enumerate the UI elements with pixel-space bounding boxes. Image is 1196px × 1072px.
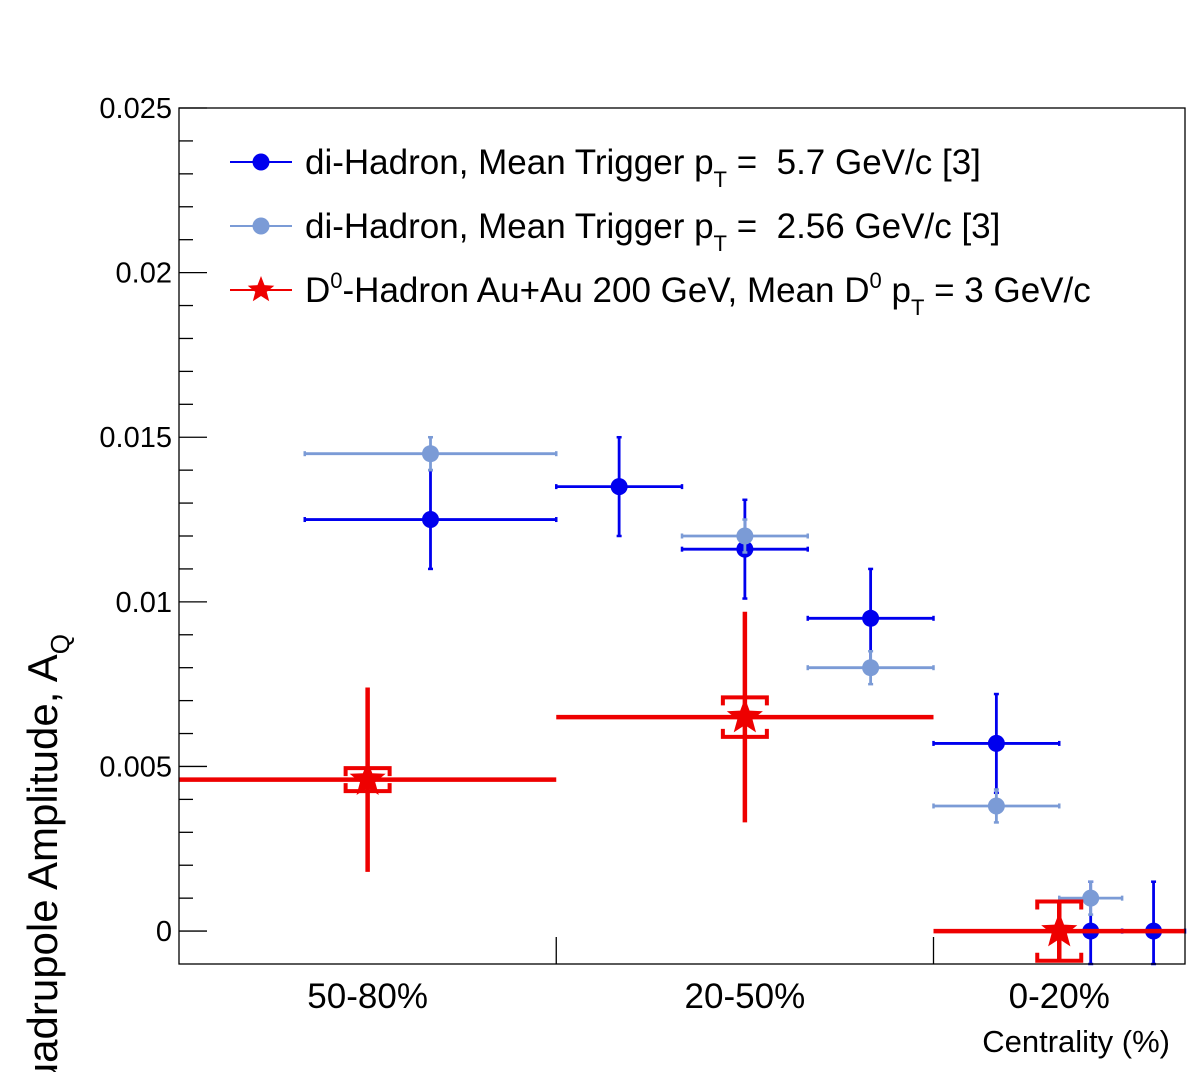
y-tick-label: 0.015 bbox=[99, 422, 172, 454]
circle-marker bbox=[1082, 889, 1100, 907]
y-tick-label: 0.02 bbox=[116, 258, 172, 290]
axes bbox=[178, 107, 1186, 965]
series-0-point-6 bbox=[1120, 880, 1187, 966]
systematic-bracket-bottom bbox=[720, 728, 769, 739]
legend-circle-icon bbox=[252, 153, 270, 171]
legend-sub2: T bbox=[911, 295, 924, 320]
y-tick-label: 0 bbox=[156, 916, 172, 948]
legend-mid: -Hadron Au+Au 200 GeV, Mean D bbox=[343, 271, 870, 310]
legend-sup2: 0 bbox=[870, 268, 882, 293]
legend-mid: = 2.56 GeV/c [3] bbox=[727, 207, 1000, 246]
legend-entry-1: di-Hadron, Mean Trigger pT = 2.56 GeV/c … bbox=[230, 207, 1000, 256]
legend-pre: di-Hadron, Mean Trigger p bbox=[305, 143, 714, 182]
legend-label: di-Hadron, Mean Trigger pT = 5.7 GeV/c [… bbox=[305, 143, 981, 192]
axis-labels: 0 0.005 0.01 0.015 0.02 0.025 50-80% 20-50% 0-20… bbox=[19, 93, 1170, 1072]
series-0-point-4 bbox=[932, 692, 1061, 795]
circle-marker bbox=[736, 527, 754, 545]
star-marker bbox=[349, 760, 386, 795]
legend-entry-2: D0-Hadron Au+Au 200 GeV, Mean D0 pT = 3 … bbox=[230, 268, 1091, 320]
star-marker bbox=[726, 698, 763, 733]
x-category-label: 50-80% bbox=[307, 977, 428, 1016]
legend-sub1: T bbox=[714, 167, 727, 192]
x-category-label: 0-20% bbox=[1009, 977, 1110, 1016]
circle-marker bbox=[422, 445, 439, 463]
circle-marker bbox=[987, 797, 1005, 815]
y-axis-title-main: Quadrupole Amplitude, A bbox=[19, 654, 66, 1072]
x-axis-title: Centrality (%) bbox=[982, 1024, 1170, 1059]
circle-marker bbox=[610, 478, 628, 496]
legend-label: di-Hadron, Mean Trigger pT = 2.56 GeV/c … bbox=[305, 207, 1000, 256]
circle-marker bbox=[987, 734, 1005, 752]
series-2-point-1 bbox=[556, 611, 934, 823]
y-tick-label: 0.025 bbox=[99, 93, 172, 125]
legend-circle-icon bbox=[252, 217, 270, 235]
systematic-bracket-bottom bbox=[1035, 952, 1084, 963]
y-tick-label: 0.01 bbox=[116, 587, 172, 619]
legend-post: = 3 GeV/c bbox=[924, 271, 1090, 310]
legend-pre: D bbox=[305, 271, 330, 310]
systematic-bracket-top bbox=[720, 695, 769, 706]
series-1-point-3 bbox=[932, 788, 1061, 824]
systematic-bracket-top bbox=[1035, 899, 1084, 910]
star-marker bbox=[1041, 912, 1078, 947]
legend-label: D0-Hadron Au+Au 200 GeV, Mean D0 pT = 3 … bbox=[305, 268, 1091, 320]
circle-marker bbox=[422, 511, 439, 529]
y-axis-title: Quadrupole Amplitude, AQ bbox=[19, 634, 75, 1072]
series-0-point-1 bbox=[555, 435, 684, 538]
y-axis-title-subscript: Q bbox=[45, 634, 75, 654]
circle-marker bbox=[862, 609, 880, 627]
legend-mid: = 5.7 GeV/c [3] bbox=[727, 143, 981, 182]
x-category-label: 20-50% bbox=[685, 977, 806, 1016]
legend-sup1: 0 bbox=[330, 268, 342, 293]
legend-sub1: T bbox=[714, 231, 727, 256]
data-marks bbox=[179, 435, 1187, 966]
series-2-point-2 bbox=[933, 899, 1185, 963]
series-1-point-2 bbox=[806, 649, 935, 686]
series-1-point-1 bbox=[680, 518, 809, 554]
legend-pre: di-Hadron, Mean Trigger p bbox=[305, 207, 714, 246]
series-1-point-0 bbox=[303, 435, 558, 472]
series-0-point-0 bbox=[303, 468, 558, 571]
legend-star-icon bbox=[247, 276, 275, 302]
circle-marker bbox=[862, 659, 880, 677]
series-2-point-0 bbox=[179, 687, 557, 872]
series-1-point-4 bbox=[1058, 880, 1124, 916]
legend-entry-0: di-Hadron, Mean Trigger pT = 5.7 GeV/c [… bbox=[230, 143, 981, 192]
systematic-bracket-bottom bbox=[343, 783, 392, 794]
legend-mid2: p bbox=[882, 271, 911, 310]
y-tick-label: 0.005 bbox=[99, 751, 172, 783]
legend: di-Hadron, Mean Trigger pT = 5.7 GeV/c [… bbox=[230, 143, 1091, 320]
